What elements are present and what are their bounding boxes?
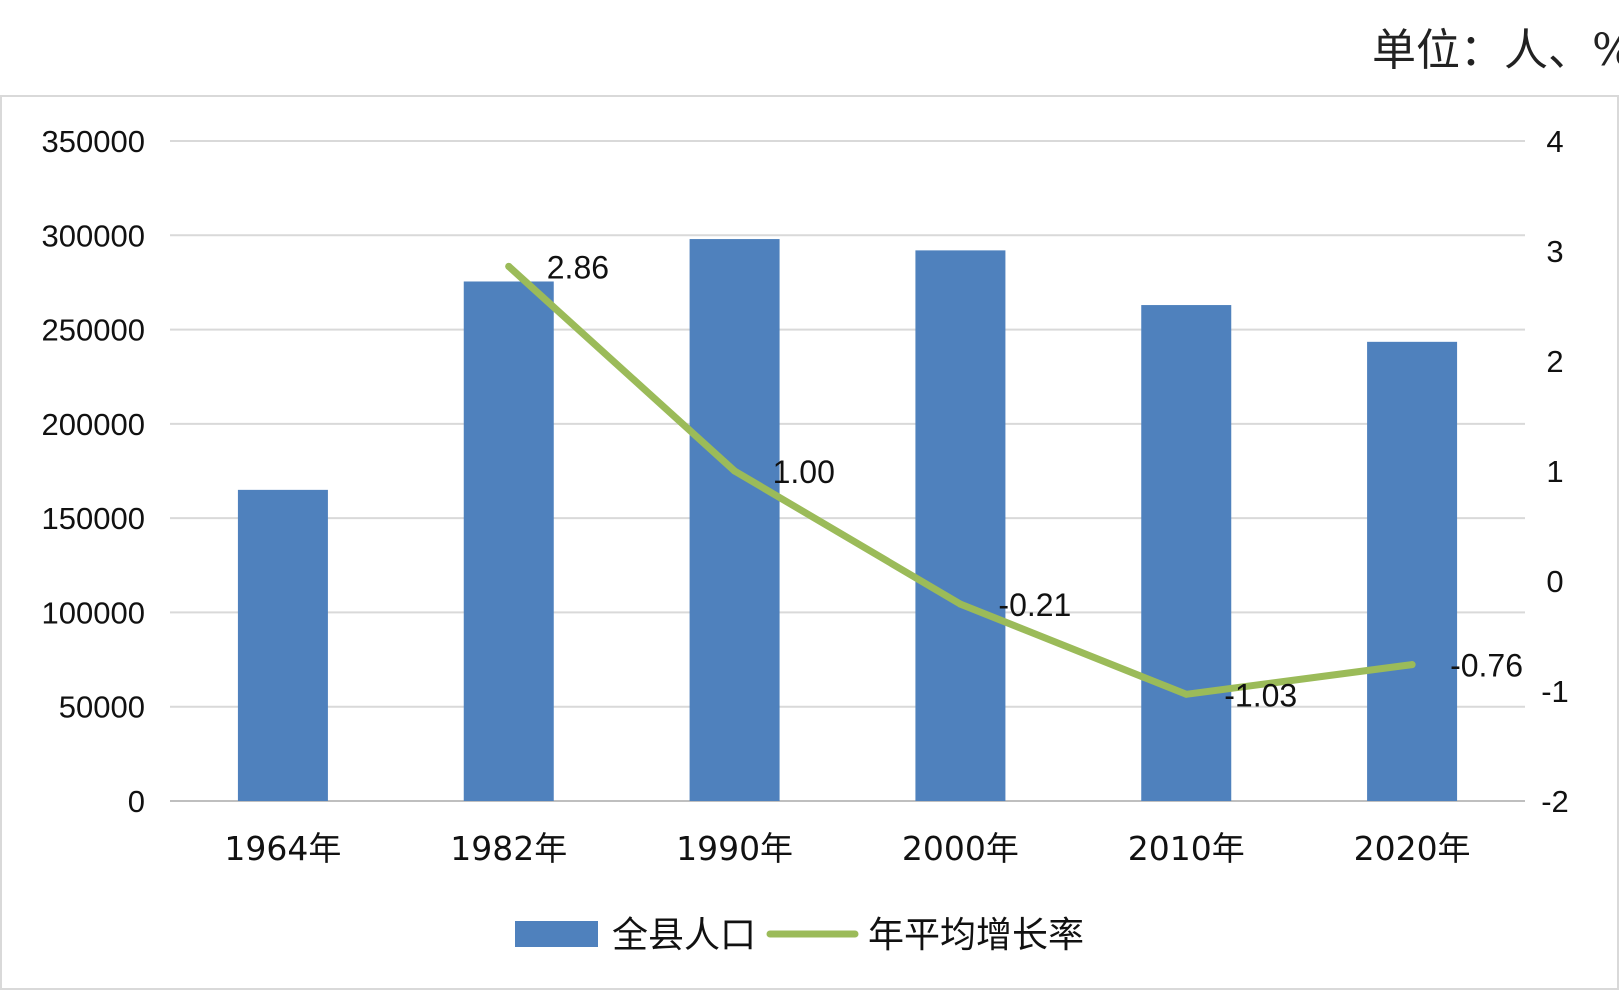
x-tick-label: 2020年 bbox=[1354, 829, 1471, 868]
x-tick-label: 2000年 bbox=[902, 829, 1019, 868]
x-tick-label: 1982年 bbox=[450, 829, 567, 868]
right-tick-label: 2 bbox=[1546, 344, 1563, 379]
right-tick-label: 0 bbox=[1546, 564, 1563, 599]
data-label: -1.03 bbox=[1224, 677, 1297, 713]
bar bbox=[915, 250, 1006, 801]
x-tick-label: 2010年 bbox=[1128, 829, 1245, 868]
bar bbox=[689, 239, 780, 802]
bar bbox=[1141, 305, 1232, 801]
right-tick-label: -2 bbox=[1541, 784, 1569, 819]
left-tick-label: 300000 bbox=[42, 218, 145, 253]
line-point bbox=[1182, 690, 1190, 698]
x-axis-ticks: 1964年 1982年 1990年 2000年 2010年 2020年 bbox=[224, 829, 1470, 868]
line-point bbox=[1408, 661, 1416, 669]
line-point bbox=[731, 467, 739, 475]
line-point bbox=[505, 262, 513, 270]
right-tick-label: 1 bbox=[1546, 454, 1563, 489]
right-tick-label: 3 bbox=[1546, 234, 1563, 269]
bar-series bbox=[237, 239, 1458, 802]
x-tick-label: 1990年 bbox=[676, 829, 793, 868]
left-tick-label: 0 bbox=[128, 784, 145, 819]
data-label: -0.21 bbox=[998, 587, 1071, 623]
data-label: -0.76 bbox=[1450, 648, 1523, 684]
gridlines bbox=[170, 140, 1525, 802]
chart-frame bbox=[0, 95, 1619, 990]
left-axis-ticks: 0 50000 100000 150000 200000 250000 300000 3500… bbox=[42, 124, 145, 819]
left-tick-label: 50000 bbox=[59, 690, 145, 725]
right-tick-label: -1 bbox=[1541, 674, 1569, 709]
data-label: 1.00 bbox=[773, 454, 835, 490]
left-tick-label: 100000 bbox=[42, 595, 145, 630]
legend: 全县人口 年平均增长率 bbox=[515, 915, 1084, 956]
legend-swatch-bar bbox=[515, 921, 598, 947]
left-tick-label: 250000 bbox=[42, 313, 145, 348]
data-label: 2.86 bbox=[547, 249, 609, 285]
bar bbox=[237, 489, 328, 801]
x-tick-label: 1964年 bbox=[224, 829, 341, 868]
right-tick-label: 4 bbox=[1546, 124, 1563, 159]
right-axis-ticks: -2 -1 0 1 2 3 4 bbox=[1541, 124, 1569, 819]
line-point bbox=[956, 600, 964, 608]
line-series: 2.86 1.00 -0.21 -1.03 -0.76 bbox=[505, 249, 1523, 713]
unit-label: 单位：人、% bbox=[1372, 25, 1619, 76]
bar bbox=[1367, 341, 1458, 801]
left-tick-label: 150000 bbox=[42, 501, 145, 536]
left-tick-label: 200000 bbox=[42, 407, 145, 442]
legend-label-line: 年平均增长率 bbox=[868, 915, 1084, 956]
legend-label-bar: 全县人口 bbox=[612, 915, 756, 956]
bar bbox=[463, 281, 554, 801]
left-tick-label: 350000 bbox=[42, 124, 145, 159]
